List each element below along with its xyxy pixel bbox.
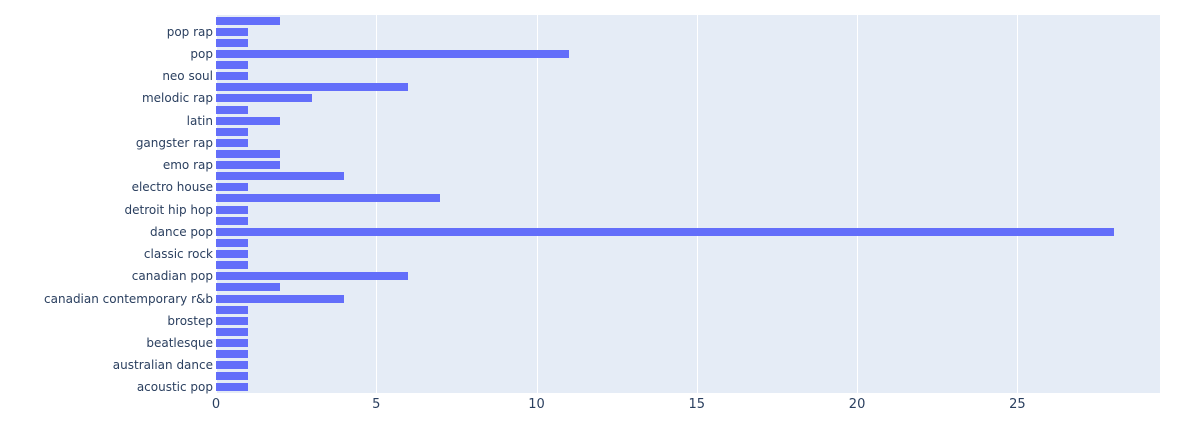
bar-row-30[interactable]: [216, 350, 249, 359]
plot-area: [216, 15, 1160, 393]
gridline-x-0: [216, 15, 217, 393]
y-tick-label: neo soul: [162, 69, 213, 84]
y-tick-label: canadian pop: [131, 269, 213, 284]
y-tick-label: brostep: [167, 313, 213, 328]
y-tick-label: melodic rap: [141, 91, 213, 106]
x-tick-label: 15: [688, 397, 706, 412]
bar-row-20[interactable]: [216, 238, 249, 247]
bar-row-24[interactable]: [216, 283, 281, 292]
bar-beatlesque[interactable]: [216, 338, 249, 347]
gridline-x-20: [857, 15, 859, 393]
bar-row-10[interactable]: [216, 127, 249, 136]
bar-brostep[interactable]: [216, 316, 249, 325]
gridline-x-5: [376, 15, 378, 393]
bar-row-12[interactable]: [216, 149, 281, 158]
bar-canadian-pop[interactable]: [216, 272, 409, 281]
y-tick-label: dance pop: [150, 224, 213, 239]
bar-row-6[interactable]: [216, 83, 409, 92]
bar-row-18[interactable]: [216, 216, 249, 225]
bar-canadian-contemporary-r-b[interactable]: [216, 294, 345, 303]
y-tick-label: detroit hip hop: [124, 202, 213, 217]
x-tick-label: 25: [1009, 397, 1026, 412]
y-tick-label: classic rock: [143, 247, 213, 262]
bar-acoustic-pop[interactable]: [216, 383, 249, 392]
bar-row-22[interactable]: [216, 261, 249, 270]
bar-pop-rap[interactable]: [216, 27, 249, 36]
bar-row-8[interactable]: [216, 105, 249, 114]
x-tick-label: 0: [211, 397, 221, 412]
y-tick-label: electro house: [131, 180, 213, 195]
bar-classic-rock[interactable]: [216, 250, 249, 259]
y-tick-label: canadian contemporary r&b: [44, 291, 213, 306]
x-tick-label: 5: [372, 397, 381, 412]
y-tick-label: pop: [190, 46, 213, 61]
bar-dance-pop[interactable]: [216, 227, 1114, 236]
x-tick-label: 20: [848, 397, 866, 412]
bar-melodic-rap[interactable]: [216, 94, 313, 103]
bar-row-2[interactable]: [216, 38, 249, 47]
bar-australian-dance[interactable]: [216, 361, 249, 370]
bar-row-28[interactable]: [216, 327, 249, 336]
bar-row-0[interactable]: [216, 16, 281, 25]
bar-row-14[interactable]: [216, 172, 345, 181]
y-tick-label: acoustic pop: [136, 380, 213, 395]
bar-detroit-hip-hop[interactable]: [216, 205, 249, 214]
y-tick-label: gangster rap: [135, 135, 213, 150]
bar-latin[interactable]: [216, 116, 281, 125]
y-tick-label: australian dance: [112, 358, 213, 373]
gridline-x-15: [696, 15, 698, 393]
bar-row-32[interactable]: [216, 372, 249, 381]
gridline-x-25: [1017, 15, 1019, 393]
x-tick-label: 10: [528, 397, 545, 412]
bar-neo-soul[interactable]: [216, 72, 249, 81]
y-tick-label: pop rap: [166, 24, 213, 39]
bar-pop[interactable]: [216, 49, 569, 58]
y-tick-label: beatlesque: [146, 335, 213, 350]
bar-row-26[interactable]: [216, 305, 249, 314]
gridline-x-10: [536, 15, 538, 393]
bar-emo-rap[interactable]: [216, 161, 281, 170]
y-tick-label: emo rap: [162, 158, 213, 173]
bar-electro-house[interactable]: [216, 183, 249, 192]
bar-row-4[interactable]: [216, 61, 249, 70]
bar-gangster-rap[interactable]: [216, 138, 249, 147]
y-tick-label: latin: [186, 113, 213, 128]
bar-row-16[interactable]: [216, 194, 441, 203]
